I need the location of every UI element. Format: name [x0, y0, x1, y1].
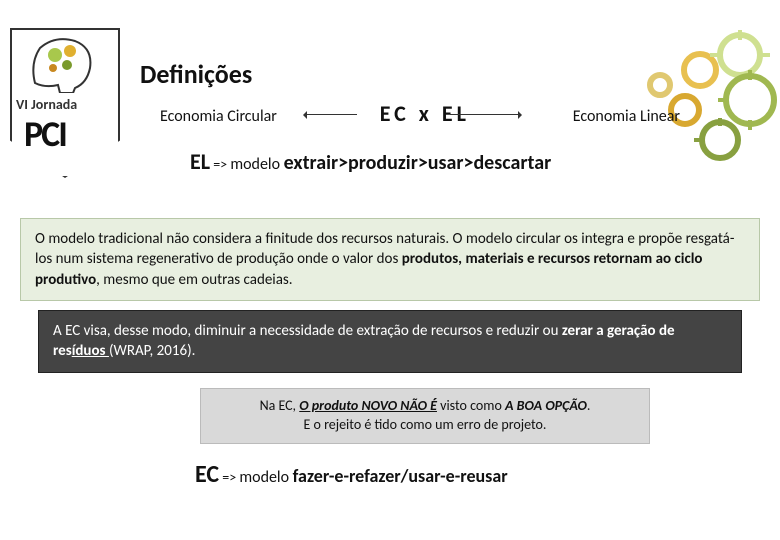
slide-title: Definições — [140, 58, 252, 90]
arrow-right — [450, 114, 520, 115]
el-prefix: EL — [190, 148, 210, 175]
gray-l1-b: O produto NOVO NÃO É — [299, 397, 437, 414]
label-economia-linear: Economia Linear — [573, 107, 680, 126]
box-green: O modelo tradicional não considera a fin… — [20, 218, 760, 301]
green-text-2: , mesmo que em outras cadeias. — [96, 271, 292, 289]
el-arrow: => — [210, 156, 230, 173]
box-dark: A EC visa, desse modo, diminuir a necess… — [38, 310, 742, 373]
ec-mid: modelo — [239, 468, 292, 487]
arrow-left — [305, 114, 357, 115]
label-economia-circular: Economia Circular — [160, 107, 277, 126]
dark-text-1: A EC visa, desse modo, diminuir a necess… — [53, 322, 562, 340]
event-logo: VI Jornada PCI — [10, 28, 120, 178]
el-mid: modelo — [230, 155, 283, 174]
dark-text-bold-underline: íduos — [72, 342, 109, 360]
logo-head-gears — [25, 33, 105, 93]
ec-model-line: EC => modelo fazer-e-refazer/usar-e-reus… — [195, 460, 508, 489]
logo-subtitle: VI Jornada — [16, 96, 77, 113]
el-model-line: EL => modelo extrair>produzir>usar>desca… — [190, 148, 551, 175]
dark-text-2: (WRAP, 2016). — [109, 342, 195, 360]
gray-l1-d: A BOA OPÇÃO — [505, 397, 587, 414]
ec-prefix: EC — [195, 460, 219, 489]
gray-l2: E o rejeito é tido como um erro de proje… — [304, 416, 547, 433]
el-chain: extrair>produzir>usar>descartar — [284, 151, 552, 175]
box-gray: Na EC, O produto NOVO NÃO É visto como A… — [200, 388, 650, 444]
comparison-header: Economia Circular EC x EL Economia Linea… — [160, 100, 680, 127]
ec-chain: fazer-e-refazer/usar-e-reusar — [293, 465, 508, 487]
gray-l1-e: . — [587, 397, 591, 414]
ec-arrow: => — [219, 469, 239, 486]
logo-title: PCI — [24, 112, 66, 156]
gray-l1-a: Na EC, — [260, 397, 300, 414]
gray-l1-c: visto como — [437, 397, 505, 414]
